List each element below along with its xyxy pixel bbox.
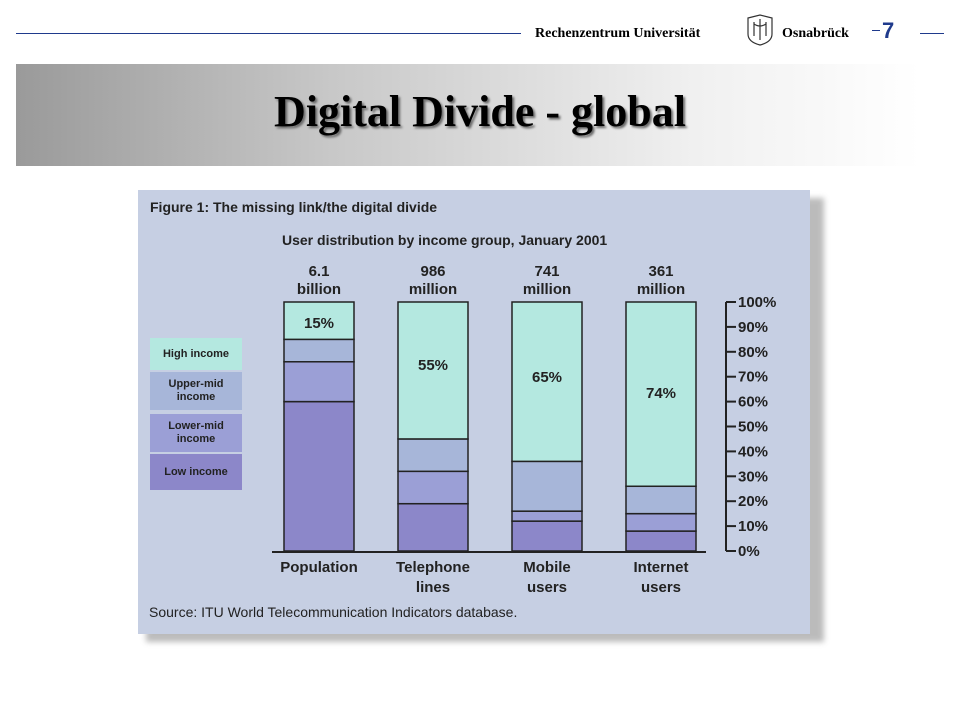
- data-label-high-income: 55%: [418, 357, 448, 374]
- slide-title: Digital Divide - global: [274, 87, 686, 136]
- bar-total-label: 986: [420, 263, 445, 280]
- chart-title: User distribution by income group, Janua…: [282, 232, 608, 248]
- x-tick-label: Mobile: [523, 559, 571, 576]
- bar-segment-low-income-1: [397, 502, 469, 552]
- figure-source: Source: ITU World Telecommunication Indi…: [149, 604, 518, 620]
- bar-segment-upper-mid-income-0: [283, 338, 355, 363]
- y-tick-label: 40%: [738, 443, 768, 460]
- figure-panel: [138, 190, 810, 634]
- header-rule-right: [920, 33, 944, 34]
- bar-total-label: 741: [534, 263, 559, 280]
- bar-segment-high-income-2: [511, 301, 583, 463]
- y-tick-label: 70%: [738, 369, 768, 386]
- data-label-high-income: 15%: [304, 315, 334, 332]
- header-institution-left: Rechenzentrum Universität: [535, 26, 701, 41]
- x-tick-label: Internet: [633, 559, 688, 576]
- bar-segment-upper-mid-income-3: [625, 485, 697, 515]
- y-tick-label: 90%: [738, 319, 768, 336]
- bar-segment-low-income-2: [511, 520, 583, 552]
- legend-item-high-income: High income: [150, 338, 242, 370]
- bar-total-label: million: [637, 281, 685, 298]
- title-banner: [16, 64, 920, 166]
- y-tick-label: 60%: [738, 394, 768, 411]
- university-logo-icon: [747, 14, 773, 46]
- bar-segment-high-income-0: [283, 301, 355, 341]
- y-tick-label: 50%: [738, 419, 768, 436]
- bar-segment-low-income-0: [283, 400, 355, 552]
- page-number-dash: [872, 30, 880, 31]
- y-tick-label: 0%: [738, 543, 760, 560]
- x-tick-label: users: [527, 579, 567, 596]
- page-number: 7: [882, 18, 895, 43]
- legend-item-lower-mid-income: Lower-mid income: [150, 414, 242, 452]
- bar-segment-upper-mid-income-2: [511, 460, 583, 512]
- bar-total-label: million: [409, 281, 457, 298]
- bar-segment-low-income-3: [625, 530, 697, 552]
- bar-segment-lower-mid-income-2: [511, 510, 583, 522]
- bar-segment-lower-mid-income-3: [625, 512, 697, 532]
- data-label-high-income: 65%: [532, 369, 562, 386]
- figure-title: Figure 1: The missing link/the digital d…: [150, 199, 438, 215]
- bar-segment-high-income-1: [397, 301, 469, 440]
- bar-segment-lower-mid-income-0: [283, 361, 355, 403]
- bar-total-label: billion: [297, 281, 341, 298]
- bar-segment-lower-mid-income-1: [397, 470, 469, 505]
- y-tick-label: 20%: [738, 493, 768, 510]
- y-tick-label: 10%: [738, 518, 768, 535]
- x-tick-label: lines: [416, 579, 450, 596]
- y-tick-label: 80%: [738, 344, 768, 361]
- x-tick-label: Telephone: [396, 559, 470, 576]
- bar-segment-upper-mid-income-1: [397, 438, 469, 473]
- header-rule-left: [16, 33, 521, 34]
- y-tick-label: 30%: [738, 468, 768, 485]
- x-tick-label: Population: [280, 559, 358, 576]
- x-tick-label: users: [641, 579, 681, 596]
- bar-total-label: 361: [648, 263, 673, 280]
- legend-item-upper-mid-income: Upper-mid income: [150, 372, 242, 410]
- header-institution-right: Osnabrück: [782, 26, 849, 41]
- data-label-high-income: 74%: [646, 385, 676, 402]
- bar-segment-high-income-3: [625, 301, 697, 488]
- bar-total-label: 6.1: [309, 263, 330, 280]
- bar-total-label: million: [523, 281, 571, 298]
- y-tick-label: 100%: [738, 294, 776, 311]
- legend-item-low-income: Low income: [150, 454, 242, 490]
